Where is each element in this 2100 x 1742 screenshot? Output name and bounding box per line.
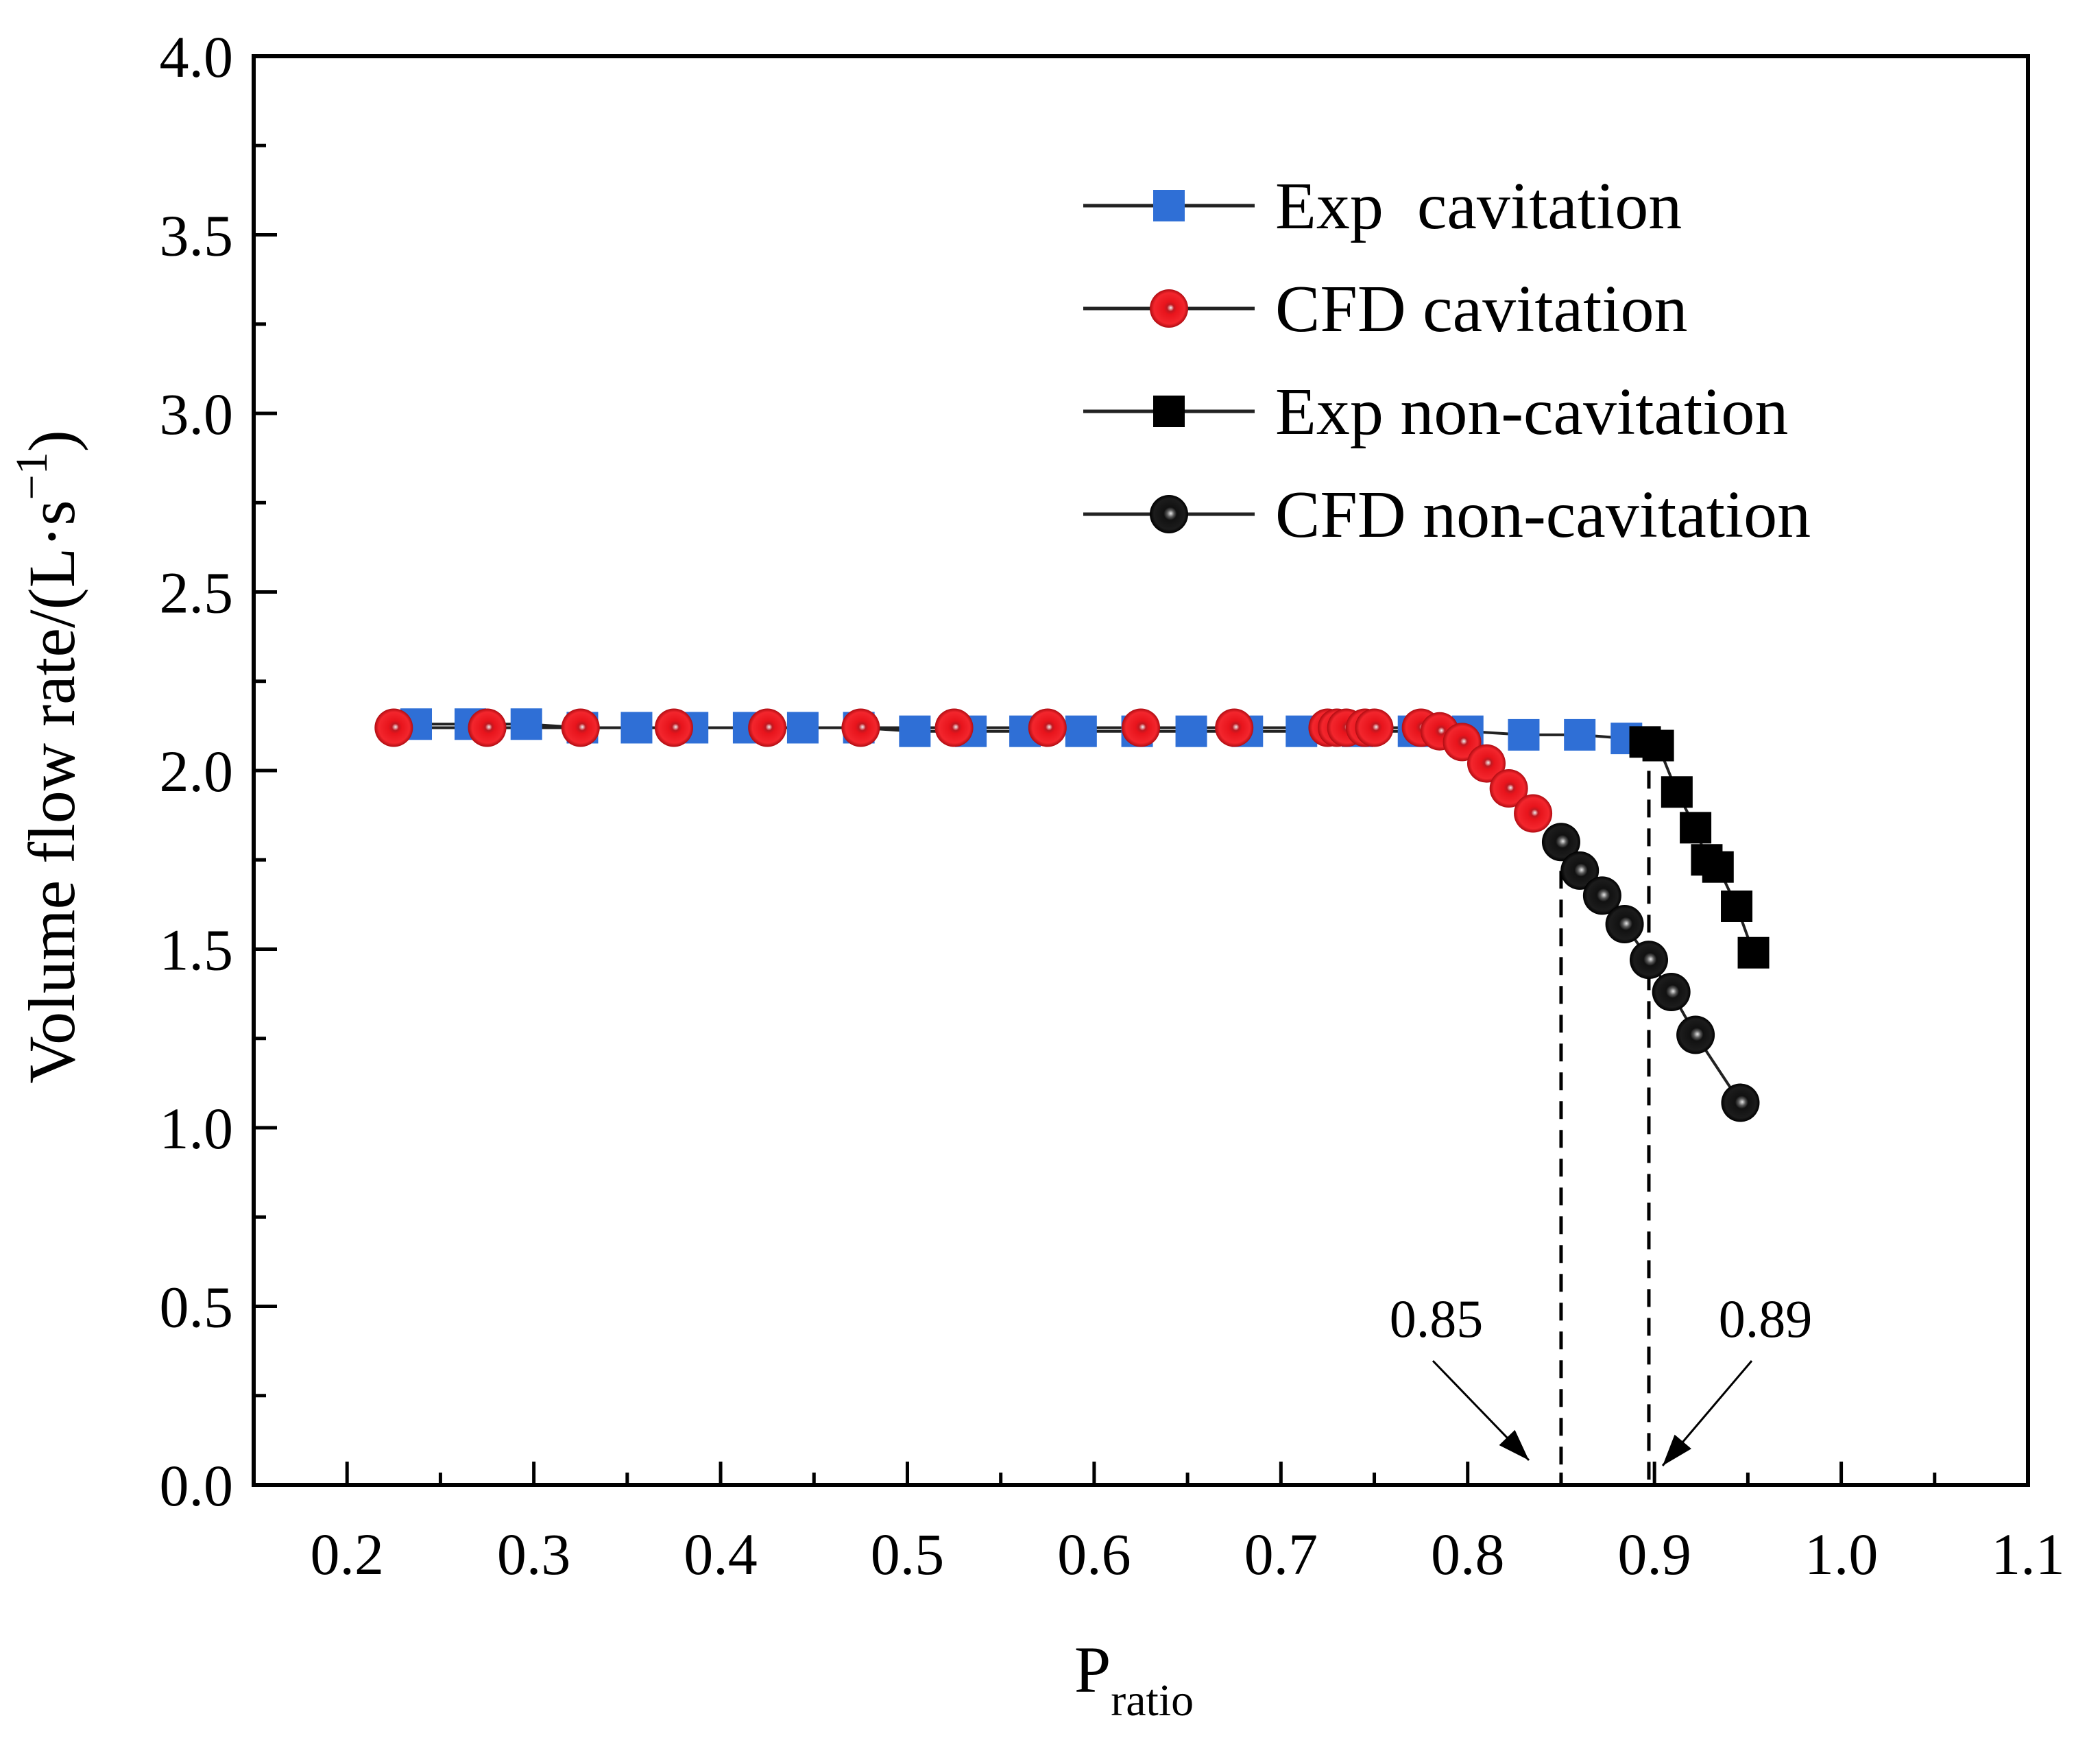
y-axis-title-superscript: −1 — [7, 452, 57, 500]
square-marker — [1153, 190, 1185, 221]
sphere-marker — [1721, 1083, 1760, 1122]
square-marker — [1737, 936, 1770, 969]
x-axis-title-main: P — [1074, 1633, 1111, 1706]
legend-label: Exp non-cavitation — [1275, 375, 1788, 449]
x-tick-label: 0.4 — [684, 1521, 758, 1587]
legend-label: CFD non-cavitation — [1275, 478, 1811, 552]
square-marker — [510, 708, 542, 740]
y-tick-label: 4.0 — [160, 24, 234, 90]
sphere-marker — [841, 708, 880, 747]
y-axis-title: Volume flow rate/(L·s−1) — [7, 430, 88, 1084]
square-marker — [786, 712, 819, 744]
sphere-marker — [1605, 905, 1644, 944]
square-marker — [1065, 715, 1097, 747]
x-tick-label: 0.9 — [1617, 1521, 1691, 1587]
square-marker — [1661, 776, 1693, 808]
sphere-marker — [1629, 941, 1668, 980]
x-tick-label: 1.1 — [1991, 1521, 2065, 1587]
y-tick-label: 2.5 — [160, 560, 234, 626]
sphere-marker — [374, 708, 413, 747]
sphere-marker — [1028, 708, 1067, 747]
square-marker — [1702, 851, 1734, 883]
series-layer — [374, 708, 1770, 1122]
sphere-marker — [1122, 708, 1160, 747]
tick-label-layer: 0.2 0.3 0.4 0.5 0.6 0.7 0.8 0.9 1.0 1.1 0.0 0.5 1.0 1… — [7, 24, 2065, 1726]
y-axis-title-close: ) — [15, 430, 88, 452]
x-tick-label: 0.3 — [497, 1521, 571, 1587]
sphere-marker — [1541, 823, 1580, 862]
annotation-arrow-head — [1499, 1429, 1529, 1460]
x-tick-label: 0.7 — [1244, 1521, 1318, 1587]
sphere-marker — [1560, 851, 1600, 890]
square-marker — [1564, 718, 1596, 751]
sphere-marker — [1467, 744, 1506, 783]
sphere-marker — [1489, 769, 1528, 808]
square-marker — [1680, 812, 1712, 844]
square-marker — [1175, 715, 1207, 747]
square-marker — [620, 712, 653, 744]
square-marker — [1508, 718, 1540, 751]
x-tick-label: 0.5 — [871, 1521, 945, 1587]
plot-frame — [252, 54, 2030, 1487]
sphere-marker — [1582, 876, 1621, 915]
annotation-layer: 0.85 0.89 — [1390, 742, 1813, 1485]
x-axis-title-subscript: ratio — [1111, 1676, 1194, 1726]
sphere-marker — [561, 708, 600, 747]
sphere-marker — [1150, 495, 1188, 533]
square-marker — [1153, 396, 1185, 427]
sphere-marker — [1215, 708, 1254, 747]
sphere-marker — [748, 708, 787, 747]
sphere-marker — [1355, 708, 1394, 747]
sphere-marker — [468, 708, 507, 747]
legend-label: Exp cavitation — [1275, 169, 1682, 243]
sphere-marker — [934, 708, 974, 747]
sphere-marker — [1676, 1015, 1715, 1054]
y-tick-label: 1.5 — [160, 917, 234, 983]
y-tick-label: 3.5 — [160, 203, 234, 269]
sphere-marker — [1652, 973, 1691, 1012]
axes-layer — [252, 54, 2030, 1487]
y-tick-label: 0.0 — [160, 1453, 234, 1519]
sphere-marker — [1514, 794, 1553, 833]
y-tick-label: 1.0 — [160, 1096, 234, 1161]
x-tick-label: 0.6 — [1057, 1521, 1131, 1587]
x-tick-label: 1.0 — [1805, 1521, 1879, 1587]
sphere-marker — [654, 708, 693, 747]
legend: Exp cavitation CFD cavitation Exp non-cavi… — [1083, 169, 1811, 552]
x-tick-label: 0.8 — [1431, 1521, 1505, 1587]
square-marker — [1642, 729, 1674, 762]
sphere-marker — [1150, 289, 1188, 328]
annotation-label: 0.89 — [1719, 1289, 1813, 1348]
x-tick-label: 0.2 — [310, 1521, 384, 1587]
y-axis-title-main: Volume flow rate/(L·s — [15, 500, 88, 1083]
annotation-label: 0.85 — [1390, 1289, 1484, 1348]
square-marker — [899, 715, 931, 747]
legend-label: CFD cavitation — [1275, 272, 1688, 346]
annotation-arrow-head — [1663, 1434, 1691, 1466]
y-tick-label: 2.0 — [160, 738, 234, 804]
x-axis-title: Pratio — [1074, 1633, 1194, 1726]
y-tick-label: 3.0 — [160, 381, 234, 447]
square-marker — [1721, 890, 1753, 922]
y-tick-label: 0.5 — [160, 1274, 234, 1340]
